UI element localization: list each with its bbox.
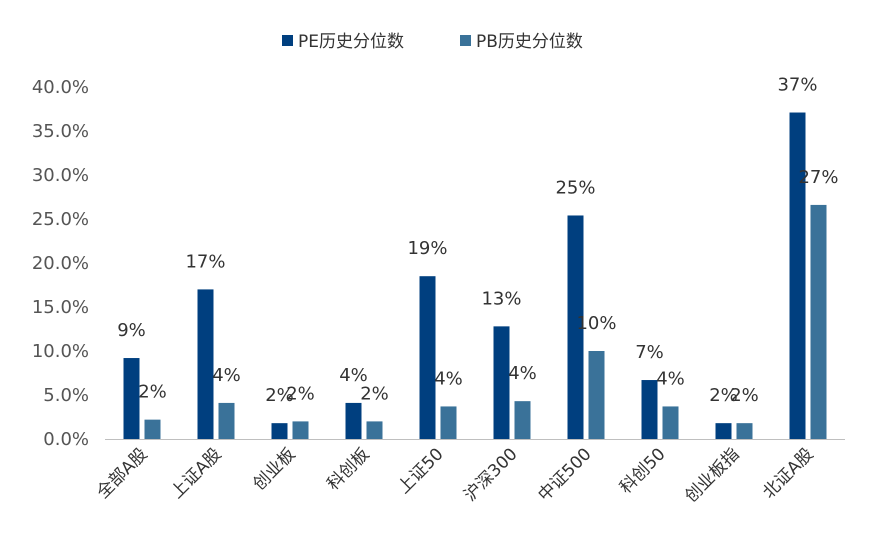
pb-data-label: 2% bbox=[286, 383, 315, 404]
legend-swatch-pb bbox=[460, 35, 471, 46]
y-tick-label: 30.0% bbox=[32, 165, 89, 186]
pe-bar bbox=[715, 423, 732, 439]
pe-bar bbox=[567, 215, 584, 439]
y-tick-label: 35.0% bbox=[32, 121, 89, 142]
pe-bar bbox=[789, 112, 806, 440]
pb-bar bbox=[662, 406, 679, 439]
pb-data-label: 2% bbox=[360, 383, 389, 404]
pb-data-label: 10% bbox=[576, 313, 616, 334]
category-label: 上证50 bbox=[394, 444, 447, 497]
category-label: 中证500 bbox=[534, 444, 595, 505]
y-axis: 0.0% 5.0% 10.0% 15.0% 20.0% 25.0% 30.0% 35.0% 40… bbox=[32, 77, 89, 450]
pb-data-label: 2% bbox=[730, 385, 759, 406]
category-label: 创业板 bbox=[249, 444, 299, 494]
category-label: 科创50 bbox=[616, 444, 669, 497]
pe-data-label: 2% bbox=[265, 385, 294, 406]
category-label: 创业板指 bbox=[681, 444, 743, 506]
pb-bar bbox=[588, 351, 605, 439]
x-axis: 全部A股 上证A股 创业板 科创板 上证50 沪深300 中证500 科创50 创业板指 北证A股 bbox=[93, 439, 845, 507]
y-tick-label: 0.0% bbox=[43, 429, 89, 450]
pe-bar bbox=[271, 423, 288, 439]
pe-data-label: 2% bbox=[709, 385, 738, 406]
pe-data-label: 7% bbox=[635, 342, 664, 363]
pb-data-label: 4% bbox=[212, 365, 241, 386]
category-label: 全部A股 bbox=[93, 444, 151, 502]
pb-data-label: 4% bbox=[434, 368, 463, 389]
pe-data-label: 17% bbox=[185, 251, 225, 272]
pb-data-label: 2% bbox=[138, 382, 167, 403]
category-label: 科创板 bbox=[323, 444, 373, 494]
y-tick-label: 25.0% bbox=[32, 209, 89, 230]
pe-data-label: 19% bbox=[407, 238, 447, 259]
pb-bar bbox=[366, 421, 383, 439]
pe-bar bbox=[197, 289, 214, 439]
pe-bar bbox=[345, 402, 362, 439]
pb-bar bbox=[144, 419, 161, 439]
pb-bar bbox=[810, 204, 827, 439]
y-tick-label: 40.0% bbox=[32, 77, 89, 98]
pb-bar bbox=[292, 421, 309, 439]
pe-data-label: 25% bbox=[555, 177, 595, 198]
pe-bar bbox=[123, 358, 140, 439]
legend: PE历史分位数 PB历史分位数 bbox=[282, 32, 583, 52]
pb-data-label: 27% bbox=[798, 167, 838, 188]
pb-bar bbox=[440, 406, 457, 439]
category-label: 北证A股 bbox=[759, 444, 817, 502]
bars bbox=[123, 112, 827, 440]
y-tick-label: 15.0% bbox=[32, 297, 89, 318]
data-labels: 9%2%17%4%2%2%4%2%19%4%13%4%25%10%7%4%2%2… bbox=[117, 75, 838, 407]
pe-data-label: 9% bbox=[117, 320, 146, 341]
category-label: 上证A股 bbox=[167, 444, 225, 502]
legend-label-pb: PB历史分位数 bbox=[476, 32, 583, 52]
pe-data-label: 13% bbox=[481, 288, 521, 309]
legend-label-pe: PE历史分位数 bbox=[298, 32, 404, 52]
pe-bar bbox=[493, 326, 510, 439]
pe-bar bbox=[641, 380, 658, 439]
pb-data-label: 4% bbox=[508, 363, 537, 384]
legend-swatch-pe bbox=[282, 35, 293, 46]
pe-bar bbox=[419, 276, 436, 439]
pb-data-label: 4% bbox=[656, 368, 685, 389]
pe-data-label: 4% bbox=[339, 365, 368, 386]
y-tick-label: 5.0% bbox=[43, 385, 89, 406]
pb-bar bbox=[218, 402, 235, 439]
y-tick-label: 20.0% bbox=[32, 253, 89, 274]
y-tick-label: 10.0% bbox=[32, 341, 89, 362]
pe-data-label: 37% bbox=[777, 75, 817, 96]
pb-bar bbox=[736, 423, 753, 439]
pb-bar bbox=[514, 401, 531, 439]
category-label: 沪深300 bbox=[460, 444, 521, 505]
